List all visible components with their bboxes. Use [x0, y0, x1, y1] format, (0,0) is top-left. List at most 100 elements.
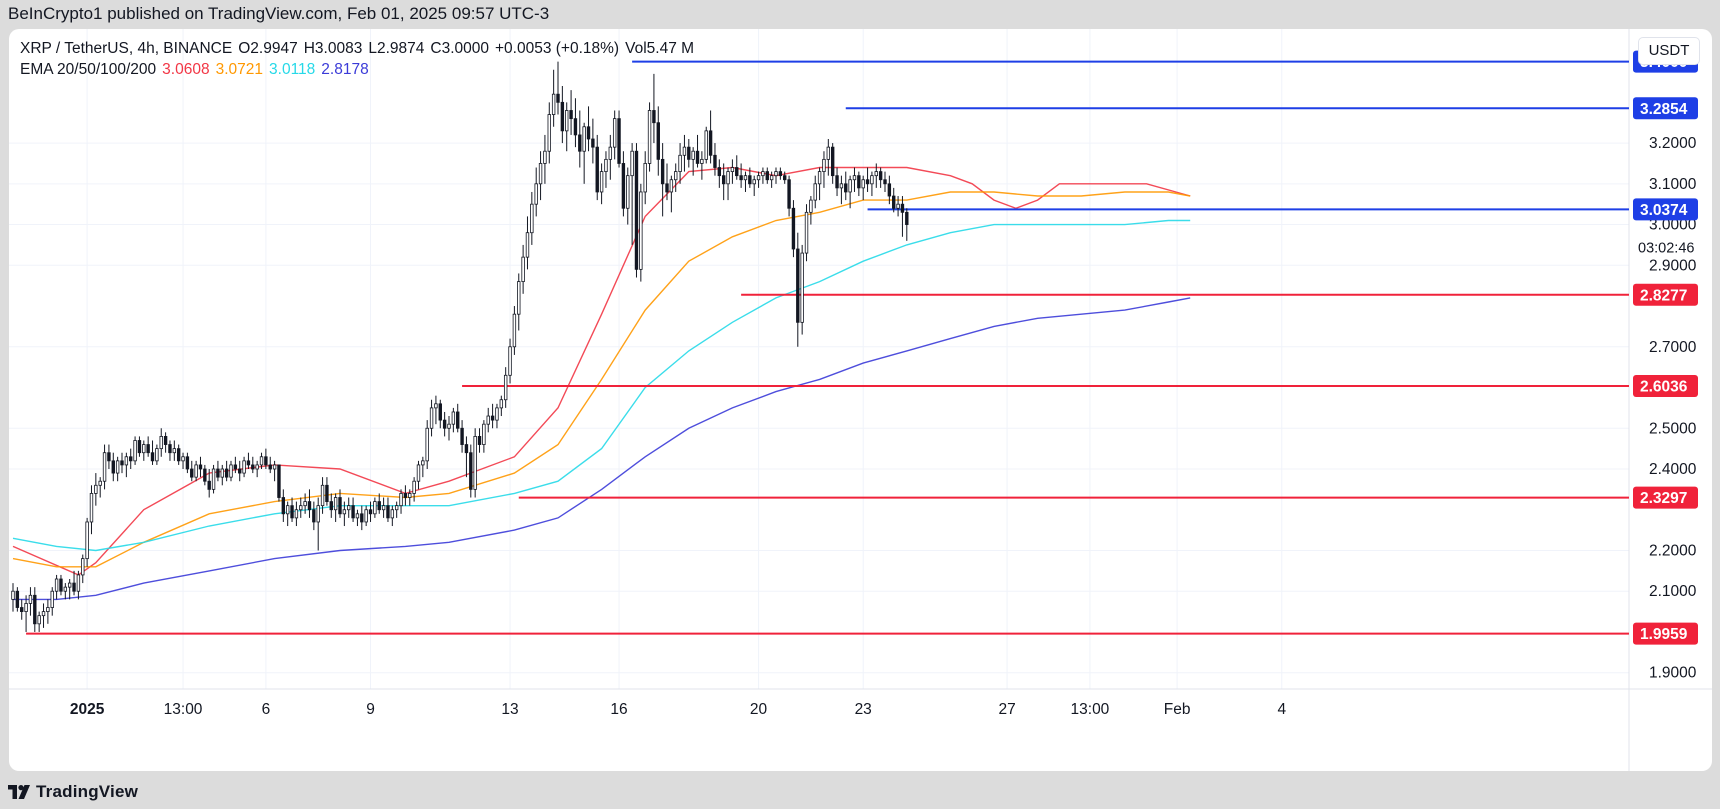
time-axis[interactable]: 2025 13:00 6 9 13 16 20 23 27 13:00 Feb 4 — [70, 701, 1287, 718]
candle-up — [804, 211, 809, 254]
resistance-price-badge[interactable] — [1633, 198, 1698, 221]
candle-up — [599, 171, 604, 193]
candle-up — [643, 163, 647, 193]
candle-up — [813, 183, 817, 201]
candle-down — [163, 436, 168, 445]
candle-down — [168, 444, 172, 454]
candle-up — [565, 110, 569, 132]
price-axis[interactable]: 3.2000 3.1000 3.0000 2.9000 2.7000 2.5000 2.40… — [1633, 50, 1698, 682]
support-price-label: 1.9959 — [1640, 626, 1688, 643]
candle-down — [656, 122, 660, 160]
candle-up — [333, 497, 338, 511]
candle-up — [85, 521, 89, 560]
candle-up — [390, 509, 395, 519]
ema20-value: 3.0608 — [162, 61, 210, 78]
candle-up — [508, 346, 512, 376]
candle-up — [503, 374, 508, 401]
ema-line — [12, 191, 1191, 568]
ema200-value: 2.8178 — [321, 61, 369, 78]
candle-up — [421, 460, 425, 466]
high-value: 3.0083 — [314, 40, 363, 57]
candle-down — [892, 195, 896, 209]
candle-up — [46, 607, 50, 612]
candle-down — [111, 460, 115, 474]
candle-up — [704, 130, 708, 160]
candle-up — [50, 590, 54, 608]
candle-down — [883, 179, 887, 185]
candle-down — [783, 175, 787, 181]
candle-up — [848, 179, 852, 193]
open-value: 2.9947 — [250, 40, 298, 57]
candle-up — [769, 175, 774, 181]
ema-row: EMA 20/50/100/200 3.0608 3.0721 3.0118 2.817… — [20, 59, 700, 80]
candle-down — [708, 130, 713, 156]
candle-down — [791, 207, 796, 250]
price-tick-label: 2.7000 — [1649, 339, 1697, 356]
candle-down — [329, 501, 333, 511]
symbol-title[interactable]: XRP / TetherUS, 4h, BINANCE — [20, 40, 233, 57]
candle-down — [765, 171, 769, 181]
candle-down — [264, 456, 268, 466]
candle-up — [612, 118, 617, 148]
candle-up — [220, 468, 224, 478]
candle-up — [512, 313, 517, 348]
candle-down — [569, 110, 573, 120]
candle-up — [425, 427, 429, 462]
resistance-price-label: 3.2854 — [1640, 101, 1688, 118]
candle-down — [556, 93, 560, 103]
chart-legend: XRP / TetherUS, 4h, BINANCE O2.9947 H3.008… — [20, 38, 700, 80]
candle-down — [15, 590, 20, 608]
ema-line — [13, 297, 1191, 601]
time-tick-label: 16 — [610, 701, 627, 718]
tradingview-logo[interactable]: TradingView — [8, 781, 138, 803]
candle-up — [155, 448, 159, 462]
candle-down — [887, 183, 892, 197]
candle-down — [900, 203, 905, 213]
time-tick-label: 27 — [998, 701, 1015, 718]
candle-up — [543, 150, 547, 164]
candle-down — [351, 505, 355, 519]
candle-up — [303, 501, 307, 507]
candle-up — [373, 501, 377, 515]
support-price-badge[interactable] — [1633, 375, 1698, 398]
candle-up — [517, 281, 521, 315]
candle-up — [608, 146, 613, 160]
horizontal-levels[interactable] — [26, 60, 1629, 635]
candle-down — [190, 468, 194, 478]
resistance-price-badge[interactable] — [1633, 97, 1698, 120]
support-price-badge[interactable] — [1633, 486, 1698, 509]
candle-down — [573, 118, 578, 136]
candle-up — [678, 154, 682, 172]
candle-down — [905, 211, 909, 225]
price-tick-label: 2.1000 — [1649, 583, 1697, 600]
price-chart[interactable]: 3.2000 3.1000 3.0000 2.9000 2.7000 2.5000 2.40… — [9, 29, 1712, 771]
support-price-badge[interactable] — [1633, 622, 1698, 645]
candle-down — [360, 513, 364, 523]
candle-up — [534, 183, 538, 205]
ohlc-row: XRP / TetherUS, 4h, BINANCE O2.9947 H3.008… — [20, 38, 700, 59]
candle-up — [530, 203, 534, 234]
grid-lines — [9, 29, 1712, 771]
candle-down — [368, 509, 373, 515]
chart-panel[interactable]: 3.2000 3.1000 3.0000 2.9000 2.7000 2.5000 2.40… — [9, 29, 1712, 771]
candle-up — [342, 509, 347, 515]
support-price-label: 2.6036 — [1640, 379, 1688, 396]
candle-down — [120, 460, 124, 466]
candle-down — [830, 146, 835, 177]
ema-label[interactable]: EMA 20/50/100/200 — [20, 61, 157, 78]
currency-button[interactable]: USDT — [1638, 37, 1700, 65]
candle-down — [442, 419, 447, 429]
candle-up — [37, 615, 41, 625]
candle-down — [490, 415, 495, 421]
close-label: C — [430, 40, 442, 57]
candle-down — [878, 171, 883, 181]
price-tick-label: 2.4000 — [1649, 461, 1697, 478]
candle-down — [787, 179, 791, 209]
support-price-badge[interactable] — [1633, 283, 1698, 306]
candle-up — [852, 175, 857, 181]
candle-up — [211, 468, 216, 490]
candle-down — [460, 427, 464, 445]
candle-up — [54, 578, 59, 592]
candle-down — [377, 501, 381, 511]
ema50-value: 3.0721 — [215, 61, 264, 78]
